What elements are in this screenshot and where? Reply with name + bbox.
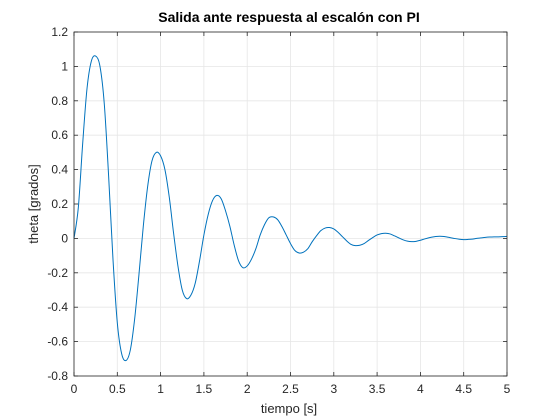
- chart-title: Salida ante respuesta al escalón con PI: [158, 9, 419, 25]
- x-tick-label: 5: [504, 382, 511, 396]
- y-tick-label: 0.2: [51, 197, 68, 211]
- series-line: [73, 55, 508, 362]
- y-tick-label: 0.4: [51, 163, 68, 177]
- x-tick-label: 2: [244, 382, 251, 396]
- ticks: [73, 31, 508, 377]
- x-axis-label: tiempo [s]: [261, 401, 317, 416]
- y-tick-label: -0.8: [47, 369, 68, 383]
- x-tick-label: 3: [330, 382, 337, 396]
- y-tick-label: 1.2: [51, 25, 68, 39]
- x-tick-label: 0: [71, 382, 78, 396]
- y-tick-label: 0: [61, 231, 68, 245]
- x-tick-label: 0.5: [109, 382, 126, 396]
- y-tick-label: 0.8: [51, 94, 68, 108]
- x-tick-label: 4.5: [455, 382, 472, 396]
- y-tick-label: -0.2: [47, 266, 68, 280]
- y-axis-label: theta [grados]: [26, 164, 41, 244]
- y-tick-label: -0.4: [47, 300, 68, 314]
- x-tick-label: 4: [417, 382, 424, 396]
- x-tick-label: 1.5: [196, 382, 213, 396]
- tick-labels: 0 0.5 1 1.5 2 2.5 3 3.5 4 4.5 5 -0.8 -0.6 -0.4 -0.2 0 0.…: [47, 25, 510, 396]
- x-tick-label: 1: [157, 382, 164, 396]
- y-tick-label: -0.6: [47, 335, 68, 349]
- x-tick-label: 3.5: [369, 382, 386, 396]
- y-tick-label: 0.6: [51, 128, 68, 142]
- y-tick-label: 1: [61, 59, 68, 73]
- x-tick-label: 2.5: [282, 382, 299, 396]
